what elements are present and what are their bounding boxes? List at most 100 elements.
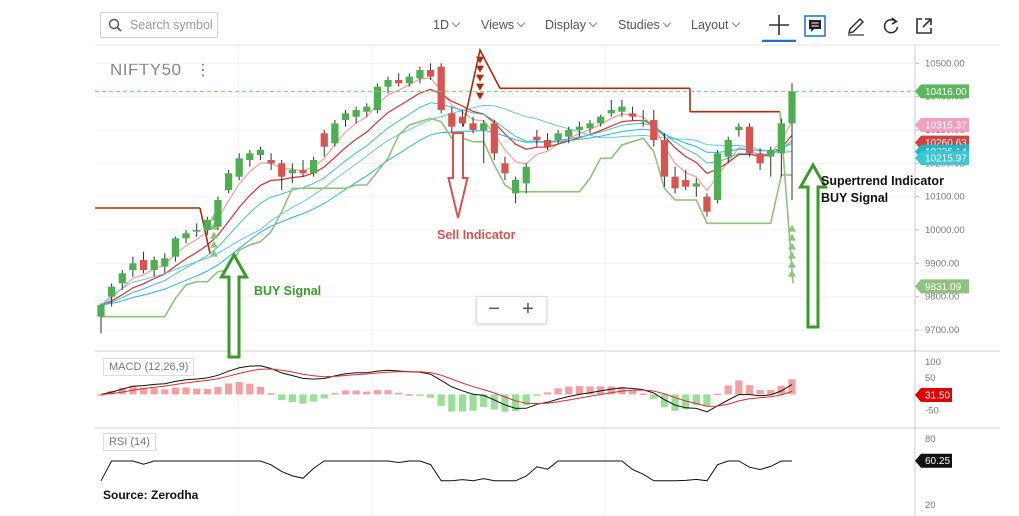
buy-marker	[788, 224, 796, 232]
candle-body	[352, 110, 360, 117]
sell-marker	[476, 56, 484, 64]
candle-body	[193, 230, 201, 232]
symbol-menu-icon[interactable]: ⋮	[195, 62, 211, 79]
price-badge: 10315.37	[915, 118, 969, 132]
layout-label: Layout	[691, 18, 729, 32]
price-badge: 10416.00	[915, 84, 969, 99]
layout-dropdown[interactable]: Layout	[691, 18, 740, 32]
refresh-icon[interactable]	[880, 15, 902, 37]
studies-dropdown[interactable]: Studies	[618, 18, 671, 32]
macd-histogram-bar	[97, 394, 105, 396]
macd-histogram-bar	[639, 393, 647, 396]
macd-histogram-bar	[384, 390, 392, 395]
views-label: Views	[481, 18, 515, 32]
price-badge-shape	[915, 279, 969, 294]
symbol-name[interactable]: NIFTY50	[110, 60, 182, 79]
candle	[575, 121, 583, 137]
macd-histogram-bar	[682, 394, 690, 410]
candle	[267, 153, 275, 170]
candle-body	[320, 133, 328, 147]
macd-histogram-bar	[373, 390, 382, 395]
macd-histogram-bar	[352, 390, 360, 395]
display-dropdown[interactable]: Display	[545, 18, 598, 32]
candle	[692, 178, 700, 197]
crosshair-icon[interactable]	[762, 12, 796, 42]
ema-long-line	[100, 128, 793, 306]
candle	[607, 100, 615, 117]
macd-histogram-bar	[607, 386, 615, 395]
macd-label[interactable]: MACD (12,26,9)	[103, 358, 195, 376]
price-badge-label: 9831.09	[925, 282, 962, 293]
rsi-label[interactable]: RSI (14)	[103, 433, 156, 451]
candle-body	[373, 86, 382, 110]
macd-histogram-bar	[448, 394, 456, 412]
candle	[310, 156, 318, 177]
macd-histogram-bar	[426, 394, 435, 398]
macd-histogram-bar	[246, 383, 254, 395]
macd-histogram-bar	[724, 385, 732, 395]
views-dropdown[interactable]: Views	[481, 18, 526, 32]
candle	[543, 133, 552, 150]
candle-body	[384, 80, 392, 87]
sell-marker	[476, 92, 484, 100]
price-badge-shape	[915, 84, 969, 99]
candle-body	[310, 160, 318, 174]
candle-body	[171, 238, 180, 257]
macd-histogram-bar	[331, 393, 339, 395]
candle-body	[788, 91, 796, 124]
candle	[788, 83, 796, 200]
candle	[767, 146, 775, 177]
candle	[565, 126, 573, 144]
price-tick-label: 10100.00	[925, 192, 965, 203]
macd-histogram-bar	[395, 392, 403, 395]
macd-histogram-bar	[660, 394, 669, 408]
ema-slow-line	[100, 102, 793, 306]
candle	[384, 76, 392, 94]
zoom-in-button[interactable]: +	[522, 298, 534, 320]
candle-body	[501, 163, 509, 174]
candle	[618, 100, 626, 117]
candle	[458, 110, 467, 127]
candle-body	[129, 263, 137, 270]
macd-histogram-bar	[469, 394, 477, 411]
interval-dropdown[interactable]: 1D	[433, 18, 461, 32]
candle-body	[480, 123, 488, 130]
candle	[224, 170, 233, 194]
macd-histogram-bar	[490, 394, 498, 410]
macd-tick-label: 100	[925, 357, 941, 368]
macd-histogram-bar	[501, 394, 509, 412]
supertrend-annotation: Supertrend Indicator BUY Signal	[821, 173, 944, 207]
interval-label: 1D	[433, 18, 449, 32]
price-tick-label: 10500.00	[925, 58, 965, 69]
candle-body	[363, 106, 371, 112]
candle-body	[586, 123, 594, 129]
candle-body	[182, 233, 190, 239]
candle	[97, 303, 105, 334]
candle-body	[288, 170, 296, 174]
search-box[interactable]: Search symbol	[100, 12, 218, 38]
candle	[671, 166, 679, 194]
candle-body	[299, 170, 307, 174]
search-icon	[108, 18, 122, 32]
candle	[554, 130, 562, 144]
candle	[490, 120, 498, 160]
macd-histogram-bar	[735, 380, 743, 395]
candle	[448, 106, 456, 134]
popout-icon[interactable]	[913, 15, 935, 37]
candle	[586, 120, 594, 134]
pencil-icon[interactable]	[845, 15, 867, 37]
sell-marker	[476, 74, 484, 82]
zoom-out-button[interactable]: −	[488, 298, 500, 320]
comment-icon[interactable]	[804, 15, 826, 37]
candle-body	[745, 126, 754, 154]
candle-body	[618, 106, 626, 112]
supertrend-buy-arrow	[797, 161, 829, 329]
candle	[182, 230, 190, 244]
price-badge-label: 10260.63	[925, 138, 967, 149]
candle	[597, 115, 605, 127]
candle-body	[724, 140, 732, 157]
macd-histogram-bar	[203, 388, 211, 395]
sell-marker	[476, 65, 484, 73]
macd-histogram-bar	[565, 386, 573, 395]
